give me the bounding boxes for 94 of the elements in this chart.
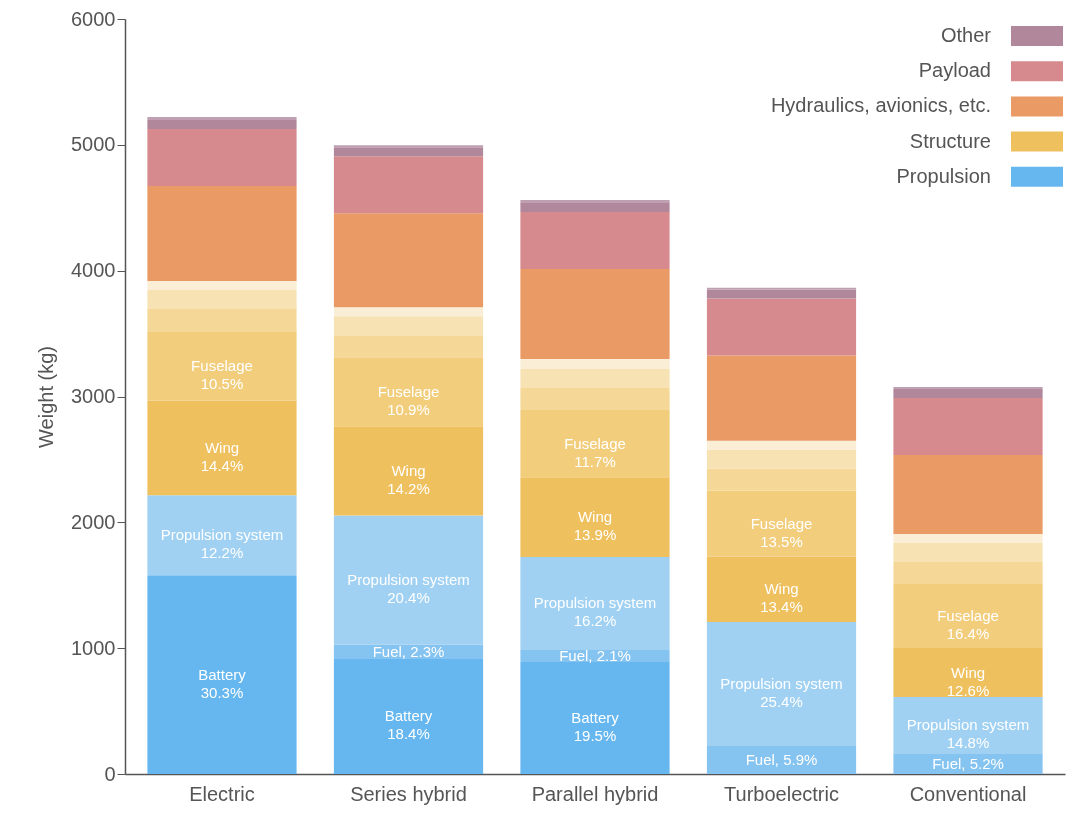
bar <box>706 745 857 774</box>
bar <box>893 648 1043 697</box>
data-label: Propulsion system 12.2% <box>160 526 284 562</box>
y-tick-label: 2000 <box>71 510 116 533</box>
data-label: Battery 18.4% <box>384 707 433 743</box>
bar <box>147 331 297 401</box>
data-label: Wing 12.6% <box>946 663 990 699</box>
y-tick-label: 1000 <box>71 636 116 659</box>
data-label: Fuselage 13.5% <box>750 514 813 550</box>
annotation: Fuel, 5.9% <box>745 750 818 768</box>
x-tick-label: Parallel hybrid <box>531 782 659 805</box>
data-label: Wing 13.4% <box>760 580 803 616</box>
bar <box>333 156 484 214</box>
data-label: Propulsion system 16.2% <box>533 594 657 630</box>
bar <box>706 289 857 299</box>
bar <box>333 316 484 336</box>
legend-label: Payload <box>918 59 991 82</box>
data-label: Fuselage 10.5% <box>191 357 253 393</box>
bar <box>333 658 484 774</box>
bar <box>706 298 857 356</box>
data-label: Battery 19.5% <box>571 709 620 744</box>
bar <box>893 542 1043 562</box>
data-label: Battery 30.3% <box>198 665 247 701</box>
data-label: Propulsion system 14.8% <box>906 716 1030 752</box>
legend-label: Other <box>940 24 992 46</box>
bar <box>147 575 297 774</box>
bar <box>333 515 484 645</box>
bar <box>893 534 1043 543</box>
bar <box>520 387 670 410</box>
bar <box>893 386 1043 389</box>
bar <box>333 145 484 148</box>
bar <box>333 147 484 157</box>
bar <box>520 477 670 557</box>
bar <box>706 449 857 469</box>
bar <box>893 561 1043 584</box>
legend-label: Hydraulics, avionics, etc. <box>770 94 991 117</box>
legend-label: Structure <box>909 129 991 152</box>
bar <box>520 212 670 270</box>
data-label: Wing 14.4% <box>200 438 244 474</box>
bar <box>893 398 1043 456</box>
y-tick-label: 4000 <box>71 259 116 282</box>
data-label: Fuselage 10.9% <box>377 382 440 418</box>
annotation: Fuel, 2.3% <box>372 642 445 660</box>
bar <box>706 556 857 622</box>
bar <box>706 621 857 746</box>
bar <box>893 696 1043 754</box>
x-tick-label: Conventional <box>909 782 1027 805</box>
bar <box>520 368 670 388</box>
bar <box>706 490 857 557</box>
bar <box>333 213 484 308</box>
bar <box>520 662 670 774</box>
bar <box>520 202 670 213</box>
data-label: Fuselage 16.4% <box>937 607 999 643</box>
x-tick-label: Electric <box>189 782 255 805</box>
data-label: Wing 14.2% <box>387 461 430 497</box>
bar <box>893 388 1043 399</box>
bar <box>333 357 484 427</box>
bar <box>147 119 297 129</box>
bar <box>333 307 484 317</box>
bar <box>706 440 857 450</box>
data-label: Propulsion system 25.4% <box>720 674 843 710</box>
bar <box>520 556 670 650</box>
bar <box>147 290 297 310</box>
annotation: Fuel, 5.2% <box>932 755 1004 772</box>
legend-label: Propulsion <box>896 164 991 187</box>
bar <box>147 116 297 120</box>
annotation: Fuel, 2.1% <box>559 646 631 664</box>
bar <box>706 287 857 290</box>
bar <box>147 128 297 186</box>
bar <box>706 355 857 441</box>
bar <box>893 583 1043 649</box>
y-tick-label: 3000 <box>71 385 116 407</box>
bar <box>147 400 297 496</box>
x-tick-label: Series hybrid <box>350 782 467 805</box>
bar <box>893 455 1043 535</box>
bar <box>147 185 297 281</box>
y-tick-label: 5000 <box>71 133 116 156</box>
bar <box>147 280 297 291</box>
data-label: Wing 13.9% <box>573 508 617 544</box>
bar <box>520 409 670 478</box>
y-axis-title: Weight (kg) <box>35 346 58 448</box>
bar <box>520 359 670 369</box>
bar <box>333 335 484 358</box>
y-tick-label: 0 <box>104 762 116 785</box>
x-tick-label: Turboelectric <box>724 782 839 805</box>
y-tick-label: 6000 <box>71 7 116 30</box>
bar <box>147 495 297 576</box>
data-label: Propulsion system 20.4% <box>347 571 470 607</box>
data-label: Fuselage 11.7% <box>564 434 626 470</box>
bar <box>333 426 484 516</box>
bar <box>147 309 297 332</box>
bar <box>520 269 670 359</box>
bar <box>520 199 670 203</box>
bar <box>706 468 857 491</box>
